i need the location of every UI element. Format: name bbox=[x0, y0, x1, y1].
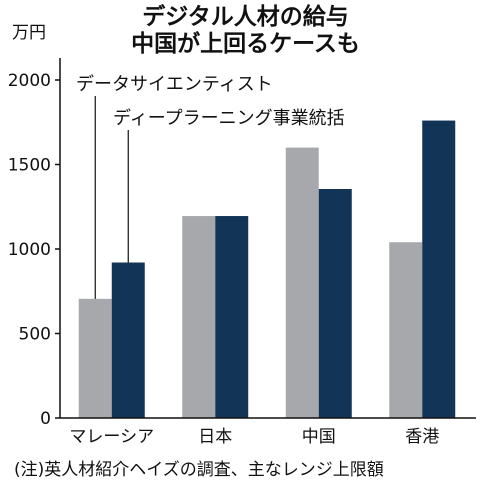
legend-label-data-scientist: データサイエンティスト bbox=[76, 74, 273, 95]
x-category-label-3: 香港 bbox=[405, 427, 439, 447]
legend-label-deep-learning-lead: ディープラーニング事業統括 bbox=[113, 108, 345, 129]
x-axis: マレーシア 日本 中国 香港 bbox=[60, 417, 476, 447]
y-tick-label-0: 0 bbox=[40, 409, 51, 429]
x-category-label-0: マレーシア bbox=[69, 427, 154, 447]
y-tick-label-500: 500 bbox=[19, 325, 51, 345]
bar-data-scientist-3 bbox=[389, 242, 423, 418]
y-unit-label: 万円 bbox=[12, 23, 46, 43]
y-tick-label-1000: 1000 bbox=[8, 240, 51, 260]
bar-deep-learning-lead-2 bbox=[318, 189, 352, 418]
bar-data-scientist-0 bbox=[78, 298, 112, 418]
bar-data-scientist-1 bbox=[182, 216, 216, 418]
bar-deep-learning-lead-0 bbox=[111, 262, 145, 418]
y-tick-label-1500: 1500 bbox=[8, 156, 51, 176]
chart-title-line-1: デジタル人材の給与 bbox=[142, 4, 349, 30]
bar-data-scientist-2 bbox=[285, 147, 319, 418]
chart-title-line-2: 中国が上回るケースも bbox=[131, 31, 360, 57]
x-category-label-1: 日本 bbox=[198, 427, 232, 447]
bar-deep-learning-lead-1 bbox=[215, 216, 249, 418]
y-axis: 0 500 1000 1500 2000 万円 bbox=[8, 23, 61, 429]
bars bbox=[78, 120, 456, 418]
x-category-label-2: 中国 bbox=[302, 427, 336, 447]
y-tick-label-2000: 2000 bbox=[8, 71, 51, 91]
bar-deep-learning-lead-3 bbox=[422, 120, 456, 418]
footnote: (注)英人材紹介ヘイズの調査、主なレンジ上限額 bbox=[14, 460, 384, 480]
